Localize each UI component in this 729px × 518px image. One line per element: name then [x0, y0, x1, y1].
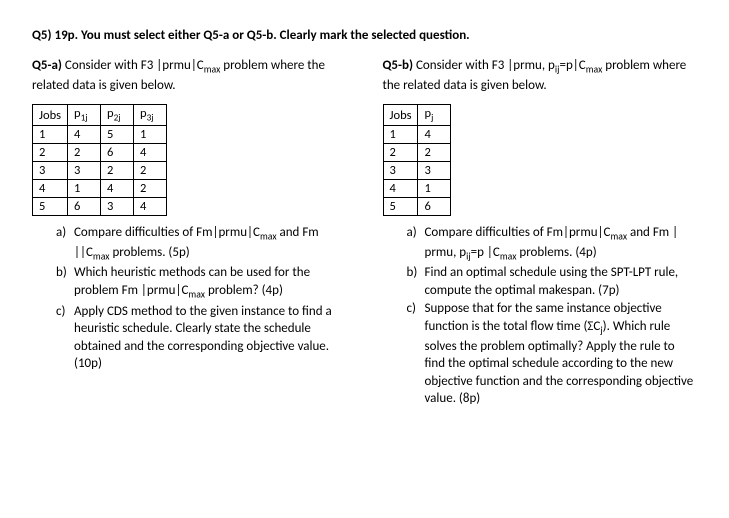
- part-a: a)Compare difficulties of Fm|prmu|Cmax a…: [407, 224, 698, 264]
- cell: 1: [383, 125, 418, 143]
- part-label: b): [407, 264, 425, 299]
- columns-wrapper: Q5-a) Consider with F3 |prmu|Cmax proble…: [32, 57, 697, 409]
- q5b-label: Q5-b): [383, 58, 414, 73]
- cell: 2: [133, 161, 166, 179]
- part-text: Compare difficulties of Fm|prmu|Cmax and…: [74, 224, 347, 264]
- table-header-row: Jobs pj: [383, 105, 451, 126]
- cmax-sub: max: [204, 64, 221, 76]
- col-p2j: p2j: [100, 105, 133, 126]
- cell: 3: [100, 197, 133, 215]
- q5b-table: Jobs pj 1 4 2 2 3 3 4 1 5 6: [383, 104, 452, 216]
- table-row: 5 6: [383, 197, 451, 215]
- cell: 4: [67, 125, 100, 143]
- cell: 2: [418, 143, 451, 161]
- cell: 5: [100, 125, 133, 143]
- table-header-row: Jobs p1j p2j p3j: [33, 105, 167, 126]
- q5a-label: Q5-a): [32, 58, 62, 73]
- cell: 4: [418, 125, 451, 143]
- q5b-intro-mid: =p|C: [559, 58, 585, 73]
- part-text: Find an optimal schedule using the SPT-L…: [425, 264, 698, 299]
- cell: 4: [100, 179, 133, 197]
- cell: 1: [133, 125, 166, 143]
- part-b: b)Find an optimal schedule using the SPT…: [407, 264, 698, 299]
- q5b-parts: a)Compare difficulties of Fm|prmu|Cmax a…: [407, 224, 698, 408]
- table-row: 4 1 4 2: [33, 179, 167, 197]
- col-jobs: Jobs: [33, 105, 68, 126]
- table-row: 2 2: [383, 143, 451, 161]
- table-row: 2 2 6 4: [33, 143, 167, 161]
- q5a-intro-part1: Consider with F3 |prmu|C: [62, 58, 204, 73]
- cell: 3: [33, 161, 68, 179]
- question-header: Q5) 19p. You must select either Q5-a or …: [32, 28, 697, 43]
- cmax-sub: max: [586, 64, 603, 76]
- col-jobs: Jobs: [383, 105, 418, 126]
- cell: 3: [383, 161, 418, 179]
- part-label: c): [56, 303, 74, 373]
- part-label: a): [56, 224, 74, 264]
- q5b-intro: Q5-b) Consider with F3 |prmu, pij=p|Cmax…: [383, 57, 698, 94]
- cell: 3: [67, 161, 100, 179]
- cell: 2: [383, 143, 418, 161]
- cell: 2: [67, 143, 100, 161]
- col-pj: pj: [418, 105, 451, 126]
- cell: 2: [100, 161, 133, 179]
- table-row: 4 1: [383, 179, 451, 197]
- q5a-column: Q5-a) Consider with F3 |prmu|Cmax proble…: [32, 57, 347, 409]
- part-c: c)Apply CDS method to the given instance…: [56, 303, 347, 373]
- cell: 3: [418, 161, 451, 179]
- q5a-table: Jobs p1j p2j p3j 1 4 5 1 2 2 6 4 3 3 2: [32, 104, 167, 216]
- part-text: Apply CDS method to the given instance t…: [74, 303, 347, 373]
- part-label: a): [407, 224, 425, 264]
- cell: 4: [133, 197, 166, 215]
- part-text: Suppose that for the same instance objec…: [425, 300, 698, 407]
- table-row: 3 3: [383, 161, 451, 179]
- part-c: c)Suppose that for the same instance obj…: [407, 300, 698, 407]
- table-row: 1 4 5 1: [33, 125, 167, 143]
- part-text: Which heuristic methods can be used for …: [74, 264, 347, 301]
- q5a-parts: a)Compare difficulties of Fm|prmu|Cmax a…: [56, 224, 347, 373]
- part-a: a)Compare difficulties of Fm|prmu|Cmax a…: [56, 224, 347, 264]
- col-p1j: p1j: [67, 105, 100, 126]
- cell: 2: [133, 179, 166, 197]
- part-b: b)Which heuristic methods can be used fo…: [56, 264, 347, 301]
- cell: 6: [100, 143, 133, 161]
- cell: 4: [383, 179, 418, 197]
- part-label: b): [56, 264, 74, 301]
- cell: 5: [383, 197, 418, 215]
- part-text: Compare difficulties of Fm|prmu|Cmax and…: [425, 224, 698, 264]
- table-row: 1 4: [383, 125, 451, 143]
- cell: 4: [33, 179, 68, 197]
- cell: 1: [33, 125, 68, 143]
- cell: 6: [418, 197, 451, 215]
- col-p3j: p3j: [133, 105, 166, 126]
- q5b-column: Q5-b) Consider with F3 |prmu, pij=p|Cmax…: [383, 57, 698, 409]
- cell: 6: [67, 197, 100, 215]
- table-row: 3 3 2 2: [33, 161, 167, 179]
- cell: 4: [133, 143, 166, 161]
- q5a-intro: Q5-a) Consider with F3 |prmu|Cmax proble…: [32, 57, 347, 94]
- cell: 5: [33, 197, 68, 215]
- table-row: 5 6 3 4: [33, 197, 167, 215]
- q5b-intro-part1: Consider with F3 |prmu, p: [413, 58, 555, 73]
- cell: 2: [33, 143, 68, 161]
- part-label: c): [407, 300, 425, 407]
- cell: 1: [418, 179, 451, 197]
- cell: 1: [67, 179, 100, 197]
